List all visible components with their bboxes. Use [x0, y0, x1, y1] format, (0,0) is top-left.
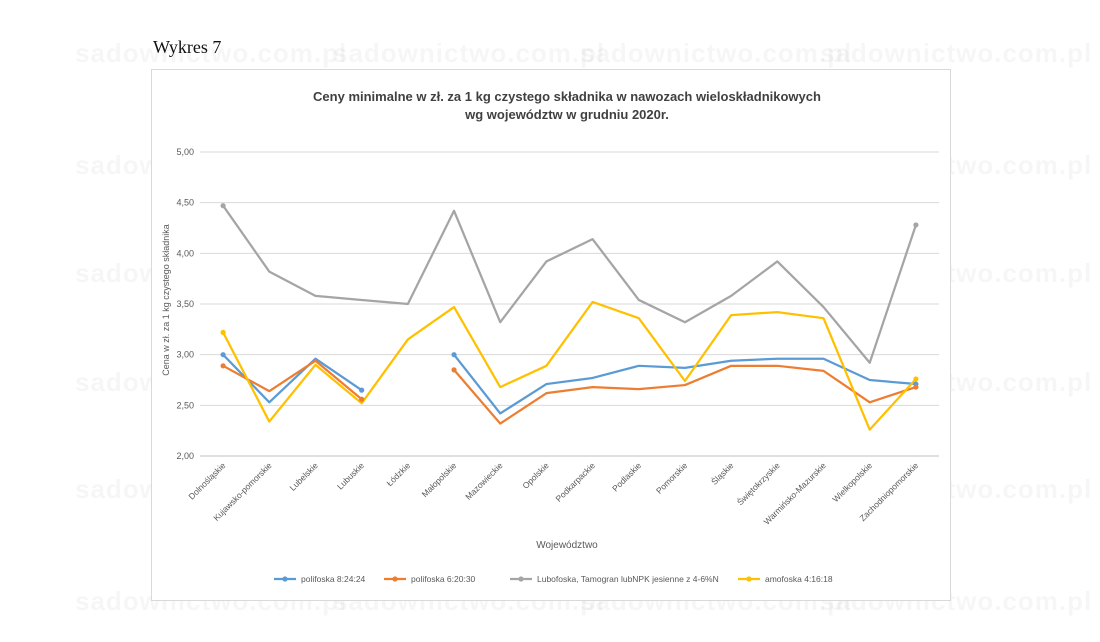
data-point: [451, 367, 457, 373]
x-tick-label: Wielkopolskie: [830, 460, 874, 504]
data-point: [913, 222, 919, 228]
legend-label: polifoska 6:20:30: [411, 574, 476, 584]
y-axis-label: Cena w zł. za 1 kg czystego składnika: [161, 224, 171, 376]
y-tick-label: 2,50: [176, 400, 194, 410]
x-tick-label: Podlaskie: [610, 460, 643, 493]
chart-subtitle: wg województw w grudniu 2020r.: [464, 107, 669, 122]
x-tick-label: Opolskie: [520, 460, 551, 491]
y-tick-label: 3,50: [176, 299, 194, 309]
x-tick-label: Lubuskie: [335, 460, 366, 491]
data-point: [451, 352, 457, 358]
x-tick-label: Małopolskie: [420, 460, 459, 499]
x-tick-label: Śląskie: [708, 459, 735, 486]
data-point: [359, 387, 365, 393]
data-point: [220, 363, 226, 369]
line-chart: Ceny minimalne w zł. za 1 kg czystego sk…: [161, 89, 939, 584]
y-tick-label: 4,50: [176, 198, 194, 208]
watermark: sadownictwo.com.pl: [333, 38, 605, 69]
data-point: [220, 352, 226, 358]
x-tick-label: Dolnośląskie: [186, 460, 227, 501]
legend-marker: [518, 576, 524, 582]
y-tick-label: 5,00: [176, 147, 194, 157]
y-tick-label: 2,00: [176, 451, 194, 461]
x-tick-label: Mazowieckie: [463, 460, 505, 502]
chart-frame: Ceny minimalne w zł. za 1 kg czystego sk…: [151, 69, 951, 601]
data-point: [913, 376, 919, 382]
chart-title: Ceny minimalne w zł. za 1 kg czystego sk…: [313, 89, 821, 104]
watermark: sadownictwo.com.pl: [580, 38, 852, 69]
legend-marker: [746, 576, 752, 582]
y-tick-label: 3,00: [176, 350, 194, 360]
series-line: [222, 205, 917, 364]
data-point: [359, 396, 365, 402]
legend-label: Lubofoska, Tamogran lubNPK jesienne z 4-…: [537, 574, 719, 584]
data-point: [220, 329, 226, 335]
legend-label: amofoska 4:16:18: [765, 574, 833, 584]
series-line: [222, 300, 917, 431]
x-tick-label: Podkarpackie: [554, 460, 598, 504]
x-tick-label: Lubelskie: [287, 460, 320, 493]
legend-marker: [392, 576, 398, 582]
data-point: [913, 384, 919, 390]
x-tick-label: Pomorskie: [654, 460, 690, 496]
legend-label: polifoska 8:24:24: [301, 574, 366, 584]
watermark: sadownictwo.com.pl: [820, 38, 1092, 69]
x-axis-label: Województwo: [536, 540, 598, 551]
x-tick-label: Łódzkie: [384, 460, 412, 488]
x-tick-label: Świętokrzyskie: [734, 459, 782, 507]
legend-marker: [282, 576, 288, 582]
y-tick-label: 4,00: [176, 248, 194, 258]
page-heading: Wykres 7: [153, 37, 222, 57]
data-point: [220, 203, 226, 209]
